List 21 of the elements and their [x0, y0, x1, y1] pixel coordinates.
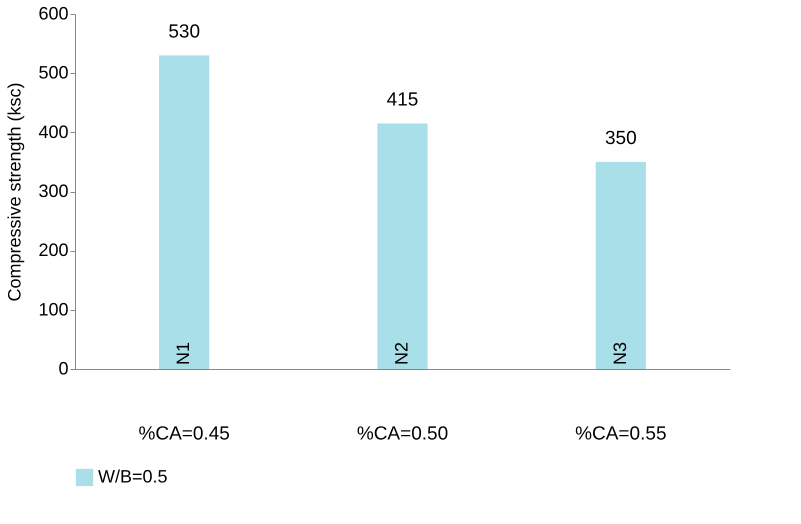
annotation: N2 [392, 342, 412, 365]
y-tick-label: 500 [38, 62, 68, 83]
y-tick-label: 300 [38, 181, 68, 201]
y-tick-label: 200 [38, 240, 68, 260]
annotation: N1 [173, 342, 194, 365]
y-tick-label: 400 [38, 122, 68, 142]
annotation: N3 [610, 342, 630, 365]
x-tick-label: %CA=0.50 [356, 424, 448, 444]
y-axis-title: Compressive strength (ksc) [4, 82, 24, 302]
data-label: 415 [386, 89, 418, 110]
data-label: 350 [604, 128, 637, 149]
bar [377, 123, 428, 369]
data-label: 530 [168, 21, 200, 42]
x-tick-label: %CA=0.55 [575, 424, 667, 444]
y-tick-label: 600 [38, 4, 68, 24]
y-tick-label: 0 [58, 358, 68, 378]
y-tick-label: 100 [38, 299, 68, 320]
legend-label: W/B=0.5 [98, 466, 168, 486]
bar [159, 55, 210, 369]
x-tick-label: %CA=0.45 [138, 424, 230, 444]
bar [596, 162, 646, 369]
